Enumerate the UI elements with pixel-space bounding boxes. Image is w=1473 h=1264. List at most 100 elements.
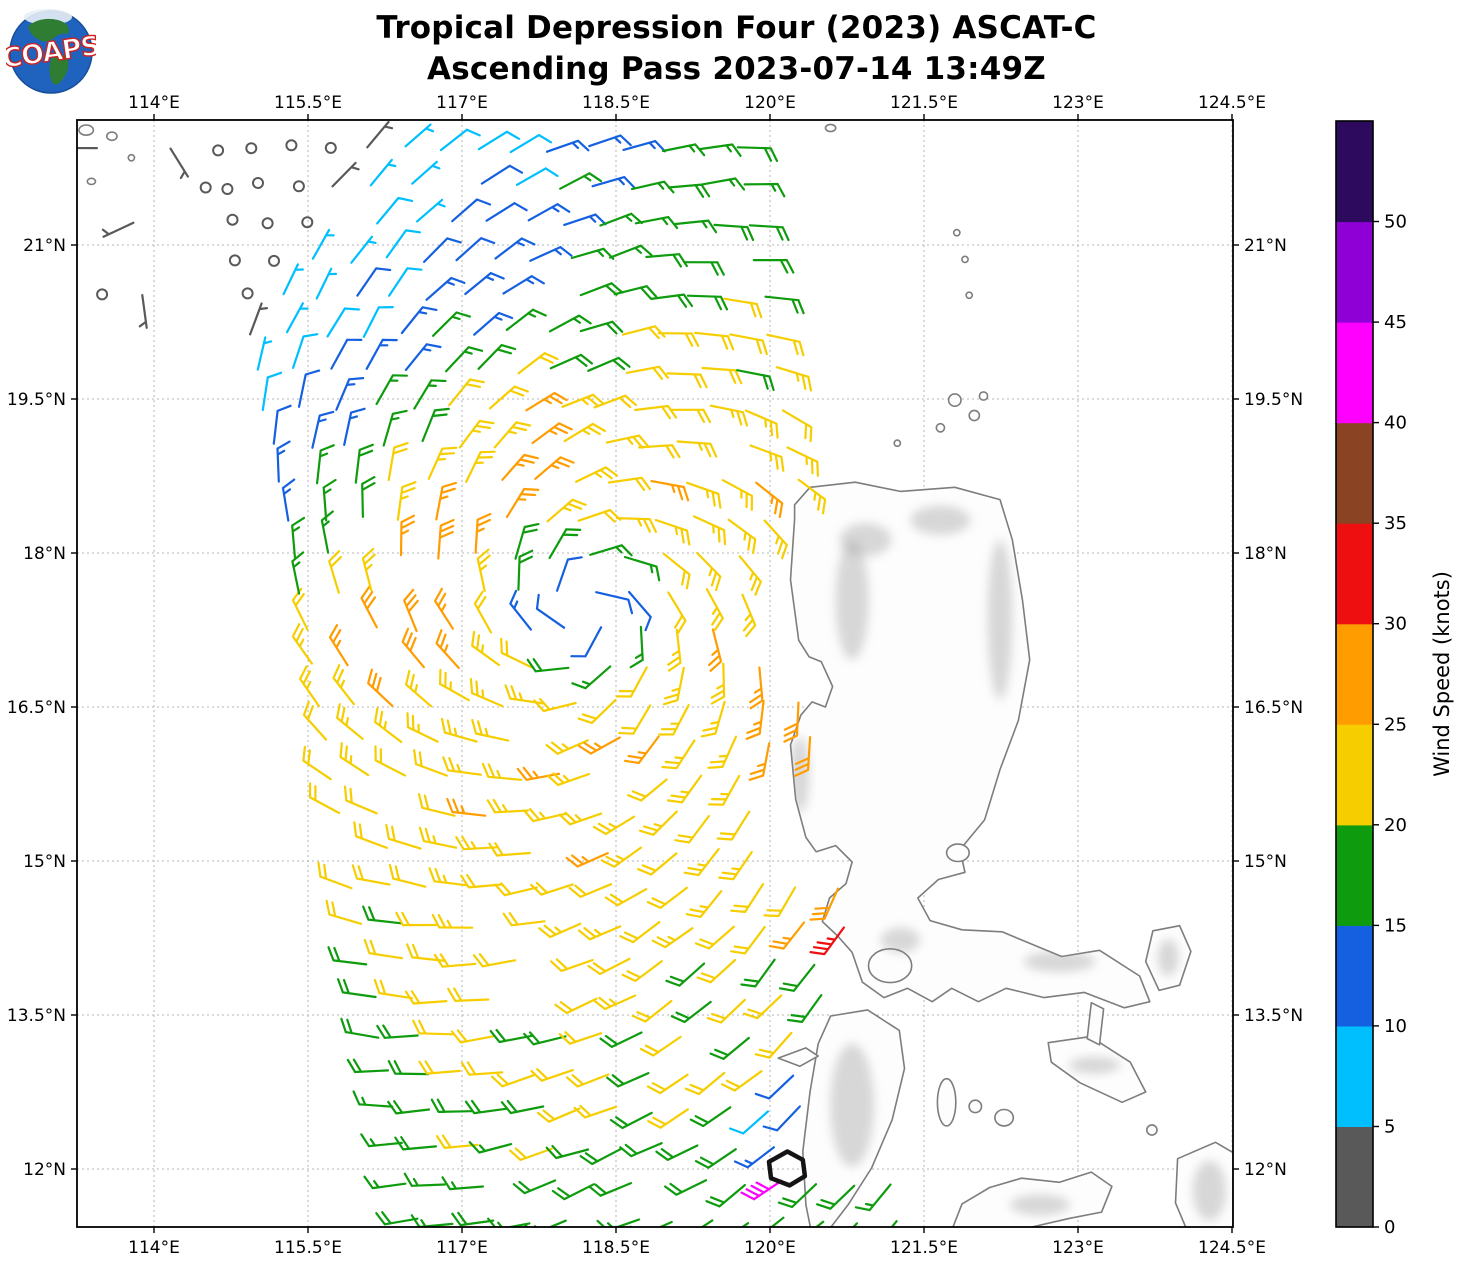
wind-barb <box>455 835 498 851</box>
wind-barb <box>694 1148 737 1169</box>
wind-barb <box>315 267 338 300</box>
wind-barb <box>546 498 587 523</box>
wind-barb <box>650 480 690 502</box>
calm-circle <box>212 144 225 157</box>
wind-barb <box>374 745 407 777</box>
wind-barb <box>387 1100 431 1115</box>
calm-circle <box>228 254 241 267</box>
wind-barb <box>317 861 353 890</box>
wind-barb <box>387 1060 430 1076</box>
land-sibuyan <box>994 1108 1015 1127</box>
wind-barb <box>363 1175 407 1190</box>
wind-barb <box>493 421 532 449</box>
wind-barb <box>458 419 495 449</box>
axes-layer <box>71 114 1239 1233</box>
wind-barb <box>684 1071 726 1096</box>
wind-barb <box>591 176 636 189</box>
wind-barb <box>752 259 795 274</box>
wind-barb <box>662 552 691 590</box>
wind-barb <box>783 701 800 743</box>
wind-barb <box>744 409 779 439</box>
wind-barb <box>320 510 334 554</box>
wind-barb <box>505 487 540 519</box>
wind-barb <box>545 1145 590 1160</box>
wind-barb <box>353 821 389 849</box>
wind-barb <box>464 1099 508 1115</box>
land-romblon <box>968 1099 983 1114</box>
wind-barb <box>523 808 567 823</box>
wind-barb <box>563 213 607 226</box>
y-axis-tick-label: 16.5°N <box>7 698 66 718</box>
land-tablas <box>936 1077 957 1127</box>
colorbar-tick-label: 45 <box>1384 312 1407 333</box>
wind-barb <box>550 958 594 972</box>
wind-barb <box>472 953 517 968</box>
wind-barb <box>382 409 408 447</box>
wind-barb <box>748 742 771 781</box>
calm-circle <box>226 213 239 226</box>
wind-barb <box>709 1036 750 1060</box>
island-overlay <box>766 1149 808 1188</box>
wind-barb <box>563 422 606 443</box>
wind-barb <box>336 703 364 740</box>
x-axis-tick-label: 121.5°E <box>890 1238 958 1258</box>
wind-barb <box>654 518 691 546</box>
wind-barb <box>854 1183 892 1212</box>
figure-title-block: Tropical Depression Four (2023) ASCAT-C … <box>0 8 1473 90</box>
wind-barb <box>512 1179 557 1195</box>
wind-barb <box>548 314 592 333</box>
colorbar-segment <box>1336 523 1373 625</box>
axis-labels: 114°E 114°E 115.5°E 115.5°E 117°E 117°E 118.5°… <box>7 93 1303 1258</box>
wind-barb <box>561 393 605 408</box>
wind-barb <box>471 718 510 742</box>
wind-barb <box>745 699 765 740</box>
x-axis-tick-label: 114°E <box>128 1238 180 1258</box>
wind-barb <box>435 629 460 669</box>
wind-barb <box>468 1141 513 1154</box>
wind-barb <box>629 625 644 669</box>
wind-barb <box>571 665 612 690</box>
colorbar-segment <box>1336 623 1373 725</box>
map-frame <box>76 119 1234 1228</box>
terrain-blob <box>1158 939 1179 976</box>
y-axis-tick-label: 21°N <box>23 236 66 256</box>
wind-barb <box>388 267 423 297</box>
wind-barb <box>705 1184 746 1208</box>
wind-barb <box>471 630 501 667</box>
wind-barb <box>405 669 433 708</box>
wind-barb <box>501 453 539 481</box>
wind-barb <box>593 394 637 409</box>
wind-barb <box>689 1106 732 1128</box>
wind-barb <box>423 237 462 263</box>
wind-barb <box>404 990 448 1005</box>
wind-barb <box>646 886 688 909</box>
land-batanes-3 <box>965 291 974 300</box>
colorbar-outline <box>1335 120 1374 1228</box>
wind-barb <box>282 263 304 296</box>
wind-barb <box>623 555 661 582</box>
land-batanes-2 <box>961 255 969 264</box>
wind-barb <box>464 272 505 296</box>
wind-barb <box>385 229 421 259</box>
wind-barb <box>514 523 540 560</box>
terrain-blob <box>987 539 1013 700</box>
wind-barb <box>667 183 711 198</box>
wind-barb <box>551 1183 595 1201</box>
wind-barb <box>375 374 408 406</box>
wind-barb <box>706 998 746 1024</box>
wind-barb <box>545 139 590 153</box>
wind-barb <box>427 446 458 480</box>
wind-barb <box>619 1142 663 1158</box>
wind-barb <box>613 285 658 300</box>
wind-barb <box>309 782 341 815</box>
terrain-blob <box>880 927 920 953</box>
wind-barb <box>417 793 456 817</box>
wind-barb <box>707 735 737 769</box>
wind-barb <box>410 1214 454 1227</box>
wind-barb <box>509 589 532 631</box>
wind-barb <box>621 325 666 340</box>
wind-barb <box>538 922 582 939</box>
wind-barb <box>716 810 751 841</box>
wind-barb <box>332 664 355 706</box>
wind-barb <box>491 1073 535 1088</box>
